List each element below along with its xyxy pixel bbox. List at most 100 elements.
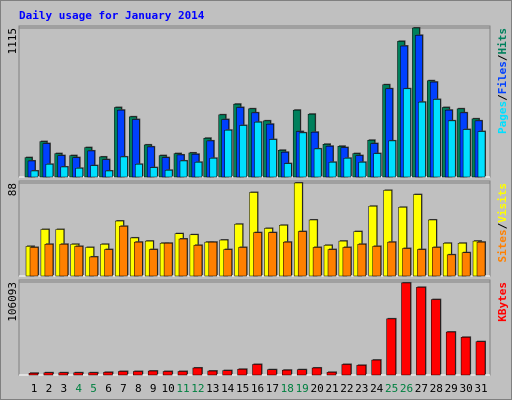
bar	[222, 370, 232, 376]
bar	[209, 158, 218, 178]
bar	[120, 156, 128, 178]
legend-entry: Pages	[496, 101, 509, 134]
x-tick-label: 16	[251, 382, 264, 395]
bar	[90, 165, 98, 178]
bar	[163, 242, 173, 277]
bar	[282, 369, 292, 376]
bar	[192, 367, 203, 376]
bar	[284, 163, 292, 178]
bar	[74, 246, 83, 277]
bar	[476, 241, 486, 277]
bar	[147, 370, 158, 376]
legend-separator: /	[496, 222, 509, 229]
bar	[417, 249, 426, 277]
bar	[447, 120, 456, 178]
bar	[298, 132, 307, 178]
x-tick-label: 1	[31, 382, 38, 395]
x-tick-label: 8	[135, 382, 142, 395]
bar	[432, 247, 441, 277]
bar	[416, 287, 426, 376]
x-tick-label: 21	[325, 382, 338, 395]
x-tick-label: 12	[191, 382, 204, 395]
x-tick-label: 28	[430, 382, 443, 395]
bar	[371, 359, 381, 376]
bar	[103, 372, 113, 376]
bar	[105, 170, 113, 178]
bar	[372, 246, 381, 277]
x-tick-label: 24	[370, 382, 384, 395]
bar	[44, 244, 54, 277]
x-tick-label: 26	[400, 382, 413, 395]
bar	[224, 129, 232, 178]
legend: Pages/Files/Hits	[496, 28, 509, 134]
bar	[43, 372, 54, 376]
y-tick-label: 106093	[6, 282, 19, 322]
bar	[207, 370, 218, 376]
x-tick-label: 14	[221, 382, 235, 395]
bar	[312, 247, 322, 277]
bar	[343, 158, 352, 178]
bar	[75, 168, 83, 178]
bar	[252, 364, 262, 376]
x-tick-label: 29	[445, 382, 458, 395]
bar	[342, 247, 352, 277]
x-tick-label: 6	[105, 382, 112, 395]
bar	[297, 231, 307, 277]
bar	[29, 247, 39, 277]
bar	[341, 364, 352, 376]
bar	[477, 131, 486, 178]
bar	[358, 162, 367, 178]
bar	[267, 369, 277, 376]
legend-separator: /	[496, 94, 509, 101]
bar	[328, 162, 337, 178]
bar	[462, 129, 471, 178]
bar	[313, 148, 322, 178]
legend-entry: Sites	[496, 229, 509, 262]
bar	[296, 369, 307, 376]
x-tick-label: 15	[236, 382, 249, 395]
bar	[178, 238, 188, 277]
bar	[401, 282, 411, 376]
x-tick-label: 10	[161, 382, 174, 395]
x-tick-label: 25	[385, 382, 398, 395]
bar	[164, 170, 173, 178]
x-tick-label: 19	[296, 382, 309, 395]
x-tick-label: 9	[150, 382, 157, 395]
bar	[60, 166, 69, 178]
legend-separator: /	[496, 54, 509, 61]
bar	[238, 247, 247, 277]
bar	[311, 367, 322, 376]
bar	[460, 337, 471, 376]
bar	[73, 372, 83, 376]
legend-entry: KBytes	[496, 282, 509, 322]
bar	[387, 241, 396, 277]
legend-entry: Visits	[496, 183, 509, 223]
y-tick-label: 1115	[6, 28, 19, 55]
bar	[134, 241, 143, 277]
x-tick-label: 30	[459, 382, 472, 395]
bar	[388, 140, 396, 178]
bar	[149, 167, 158, 178]
bar	[193, 245, 203, 277]
bar	[58, 372, 69, 376]
bar	[269, 139, 277, 178]
bar	[208, 241, 218, 277]
x-tick-label: 20	[310, 382, 323, 395]
bar	[239, 125, 247, 178]
bar	[418, 101, 426, 178]
x-tick-label: 17	[266, 382, 279, 395]
bar	[327, 249, 337, 277]
chart-title: Daily usage for January 2014	[19, 9, 205, 22]
bar	[386, 318, 396, 376]
bar	[433, 99, 441, 178]
legend: Sites/Visits	[496, 183, 509, 263]
bar	[431, 299, 441, 376]
bar	[254, 121, 262, 178]
bar	[223, 249, 232, 277]
bar	[446, 254, 456, 277]
bar	[373, 153, 381, 178]
bar	[461, 252, 471, 277]
bar	[59, 244, 69, 277]
bar	[283, 241, 292, 277]
bar	[402, 248, 411, 277]
